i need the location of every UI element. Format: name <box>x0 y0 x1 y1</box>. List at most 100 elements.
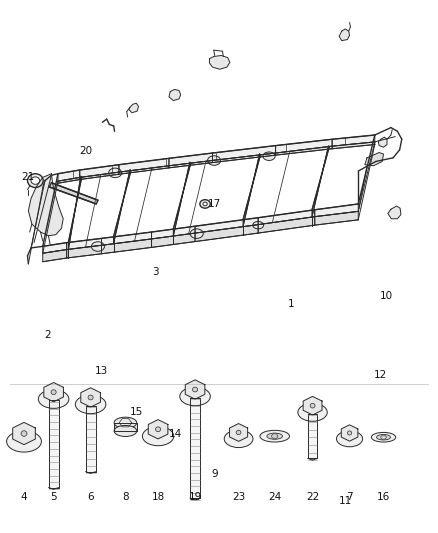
Polygon shape <box>365 152 384 166</box>
Ellipse shape <box>272 434 278 439</box>
Polygon shape <box>113 169 131 244</box>
Polygon shape <box>43 249 67 262</box>
Ellipse shape <box>92 242 104 251</box>
Polygon shape <box>67 238 102 249</box>
Ellipse shape <box>31 177 40 184</box>
Polygon shape <box>58 177 80 183</box>
Text: 15: 15 <box>130 407 143 417</box>
Text: 3: 3 <box>152 267 159 277</box>
Polygon shape <box>102 232 152 245</box>
Polygon shape <box>169 90 181 101</box>
Text: 22: 22 <box>306 492 319 502</box>
Text: 14: 14 <box>169 429 182 439</box>
Polygon shape <box>243 154 261 227</box>
Polygon shape <box>388 206 401 219</box>
Polygon shape <box>212 146 276 160</box>
Ellipse shape <box>88 395 93 400</box>
Ellipse shape <box>267 433 283 439</box>
Ellipse shape <box>336 431 363 447</box>
Ellipse shape <box>180 387 210 406</box>
Polygon shape <box>212 153 276 163</box>
Polygon shape <box>152 233 195 247</box>
Polygon shape <box>315 204 358 216</box>
Text: 10: 10 <box>380 290 393 301</box>
Ellipse shape <box>114 417 137 428</box>
Text: 19: 19 <box>188 492 201 502</box>
Polygon shape <box>195 217 258 233</box>
Ellipse shape <box>155 427 161 432</box>
Polygon shape <box>49 400 59 488</box>
Polygon shape <box>173 162 191 236</box>
Text: 7: 7 <box>346 492 353 502</box>
Ellipse shape <box>109 168 122 177</box>
Text: 16: 16 <box>377 492 390 502</box>
Text: 6: 6 <box>87 492 94 502</box>
Polygon shape <box>341 425 358 441</box>
Text: 24: 24 <box>268 492 281 502</box>
Text: 21: 21 <box>22 172 35 182</box>
Ellipse shape <box>7 431 42 452</box>
Text: 1: 1 <box>287 298 294 309</box>
Polygon shape <box>195 224 258 241</box>
Ellipse shape <box>347 431 352 435</box>
Ellipse shape <box>253 221 264 229</box>
Text: 20: 20 <box>80 146 93 156</box>
Polygon shape <box>119 158 169 172</box>
Text: 5: 5 <box>50 492 57 502</box>
Polygon shape <box>28 174 63 236</box>
Ellipse shape <box>377 434 391 440</box>
Text: 9: 9 <box>212 470 218 479</box>
Polygon shape <box>148 419 168 439</box>
Polygon shape <box>332 135 375 146</box>
Text: 12: 12 <box>374 370 387 380</box>
Polygon shape <box>185 380 205 399</box>
Text: 2: 2 <box>44 330 50 341</box>
Text: 13: 13 <box>95 367 108 376</box>
Polygon shape <box>276 139 332 153</box>
Ellipse shape <box>371 432 396 442</box>
Polygon shape <box>58 170 80 181</box>
Polygon shape <box>80 165 119 177</box>
Polygon shape <box>81 388 100 407</box>
Polygon shape <box>303 397 322 415</box>
Polygon shape <box>44 383 64 402</box>
Polygon shape <box>315 212 358 225</box>
Polygon shape <box>312 146 329 217</box>
Polygon shape <box>102 239 152 254</box>
Ellipse shape <box>51 390 56 394</box>
Polygon shape <box>68 176 82 249</box>
Ellipse shape <box>310 403 315 408</box>
Ellipse shape <box>203 202 207 206</box>
Ellipse shape <box>263 152 275 160</box>
Ellipse shape <box>236 430 241 435</box>
Ellipse shape <box>190 229 203 238</box>
Polygon shape <box>49 183 98 204</box>
Text: 8: 8 <box>122 492 129 502</box>
Ellipse shape <box>28 174 43 188</box>
Ellipse shape <box>142 426 174 446</box>
Polygon shape <box>114 423 137 431</box>
Ellipse shape <box>114 425 137 437</box>
Text: 4: 4 <box>21 492 27 502</box>
Polygon shape <box>119 166 169 174</box>
Ellipse shape <box>208 156 221 165</box>
Polygon shape <box>230 424 247 441</box>
Polygon shape <box>339 29 350 41</box>
Ellipse shape <box>381 435 386 439</box>
Polygon shape <box>276 146 332 155</box>
Polygon shape <box>307 414 318 458</box>
Text: 11: 11 <box>339 496 352 506</box>
Polygon shape <box>378 137 387 147</box>
Polygon shape <box>209 55 230 69</box>
Polygon shape <box>258 216 315 233</box>
Ellipse shape <box>193 387 198 392</box>
Polygon shape <box>258 210 315 224</box>
Polygon shape <box>169 160 212 168</box>
Text: 23: 23 <box>232 492 245 502</box>
Polygon shape <box>85 406 95 472</box>
Ellipse shape <box>260 430 290 442</box>
Polygon shape <box>67 245 102 258</box>
Ellipse shape <box>39 390 69 408</box>
Polygon shape <box>13 422 35 445</box>
Polygon shape <box>332 142 375 149</box>
